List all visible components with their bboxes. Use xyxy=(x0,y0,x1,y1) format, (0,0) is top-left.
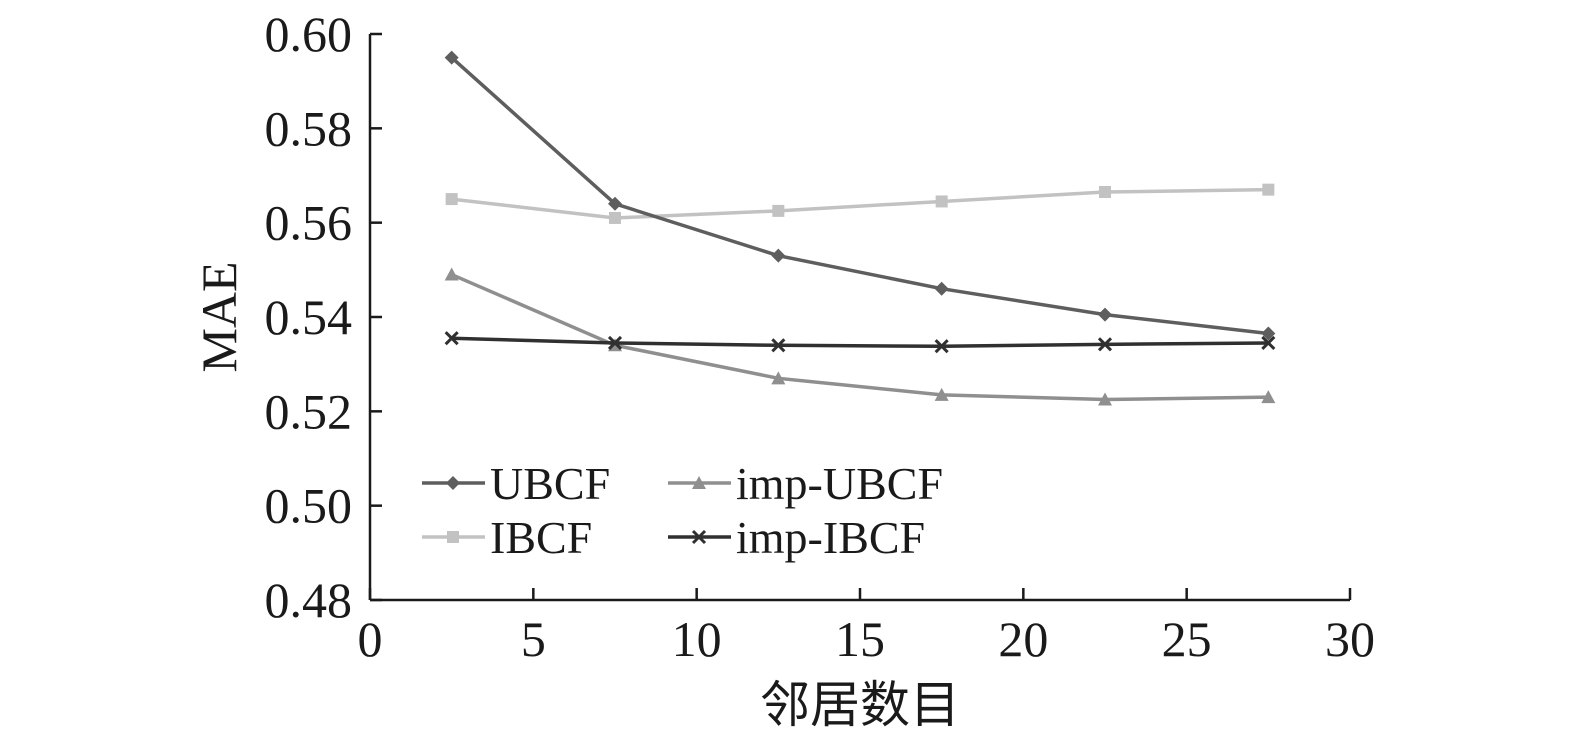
axis-ticks: 0.48 0.50 0.52 0.54 0.56 0.58 0.60 0 5 10 15 20 25 30 xyxy=(265,6,1376,667)
legend-marker xyxy=(447,531,459,543)
data-point-ubcf xyxy=(771,248,786,263)
series-layer xyxy=(444,50,1276,406)
x-tick-label: 20 xyxy=(998,611,1048,667)
data-point-ibcf xyxy=(445,193,458,206)
series-imp-ibcf xyxy=(444,331,1276,354)
data-point-ibcf xyxy=(609,211,621,224)
x-marker-stroke xyxy=(1261,335,1276,351)
legend-item-ibcf: IBCF xyxy=(422,512,592,563)
legend-item-ubcf: UBCF xyxy=(422,458,610,509)
data-point-ibcf xyxy=(772,204,785,217)
series-ibcf xyxy=(445,183,1275,224)
data-point-ubcf xyxy=(608,196,622,211)
series-line-ibcf xyxy=(451,187,1269,220)
data-point-ibcf xyxy=(935,195,948,208)
series-line-imp-ubcf xyxy=(450,272,1269,402)
data-point-ibcf xyxy=(1262,183,1275,196)
data-point-imp-ibcf xyxy=(934,339,949,354)
legend-item-imp-ubcf: imp-UBCF xyxy=(668,458,943,509)
y-tick-label: 0.50 xyxy=(265,478,353,534)
y-tick-label: 0.56 xyxy=(265,195,353,251)
x-marker-stroke xyxy=(771,338,786,353)
data-point-imp-ubcf xyxy=(1261,390,1276,404)
data-point-ubcf xyxy=(444,50,459,65)
y-tick-label: 0.54 xyxy=(265,289,353,345)
data-point-imp-ibcf xyxy=(771,338,786,353)
data-point-imp-ibcf xyxy=(444,331,459,346)
x-marker-stroke xyxy=(1097,337,1113,352)
legend-label: imp-IBCF xyxy=(736,512,925,563)
x-axis-title: 邻居数目 xyxy=(760,677,960,733)
data-point-imp-ibcf xyxy=(1097,337,1113,352)
data-point-imp-ubcf xyxy=(444,267,459,281)
x-tick-label: 15 xyxy=(835,611,885,667)
data-point-ubcf xyxy=(934,281,949,296)
data-point-imp-ibcf xyxy=(607,335,623,351)
legend-marker xyxy=(692,476,706,489)
legend-label: IBCF xyxy=(490,512,592,563)
legend-marker xyxy=(446,476,460,490)
data-point-ubcf xyxy=(1098,307,1112,322)
x-marker-stroke xyxy=(607,335,623,351)
x-tick-label: 5 xyxy=(521,611,546,667)
data-point-imp-ubcf xyxy=(934,387,949,401)
data-point-ubcf xyxy=(1261,326,1276,341)
x-tick-label: 25 xyxy=(1162,611,1212,667)
legend-label: imp-UBCF xyxy=(736,458,943,509)
y-axis-title: MAE xyxy=(191,261,247,372)
y-tick-label: 0.48 xyxy=(265,572,353,628)
x-tick-label: 0 xyxy=(358,611,383,667)
x-tick-label: 30 xyxy=(1325,611,1375,667)
data-point-ibcf xyxy=(1099,186,1111,199)
x-marker-stroke xyxy=(444,331,459,346)
series-imp-ubcf xyxy=(444,267,1276,406)
x-marker-stroke xyxy=(691,529,707,545)
data-point-imp-ubcf xyxy=(1098,392,1112,406)
data-point-imp-ibcf xyxy=(1261,335,1276,351)
y-tick-label: 0.60 xyxy=(265,6,353,62)
series-ubcf xyxy=(444,50,1276,341)
data-point-imp-ubcf xyxy=(771,371,786,385)
legend-label: UBCF xyxy=(490,458,610,509)
legend-item-imp-ibcf: imp-IBCF xyxy=(668,512,925,563)
legend-marker xyxy=(691,529,707,545)
y-tick-label: 0.58 xyxy=(265,100,353,156)
x-marker-stroke xyxy=(934,339,949,354)
y-tick-label: 0.52 xyxy=(265,383,353,439)
legend: UBCF imp-UBCF IBCF imp-IBCF xyxy=(422,458,943,563)
series-line-ubcf xyxy=(450,56,1269,336)
x-tick-label: 10 xyxy=(672,611,722,667)
series-line-imp-ibcf xyxy=(451,336,1269,348)
